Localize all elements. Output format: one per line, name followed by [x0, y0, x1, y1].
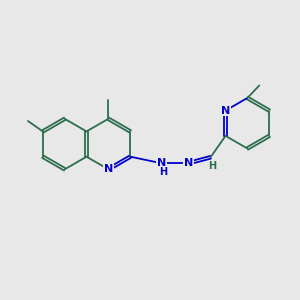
Text: H: H: [208, 161, 216, 171]
Text: N: N: [104, 164, 113, 174]
Text: N: N: [221, 106, 230, 116]
Text: N: N: [157, 158, 166, 168]
Text: N: N: [184, 158, 193, 168]
Text: H: H: [159, 167, 167, 177]
